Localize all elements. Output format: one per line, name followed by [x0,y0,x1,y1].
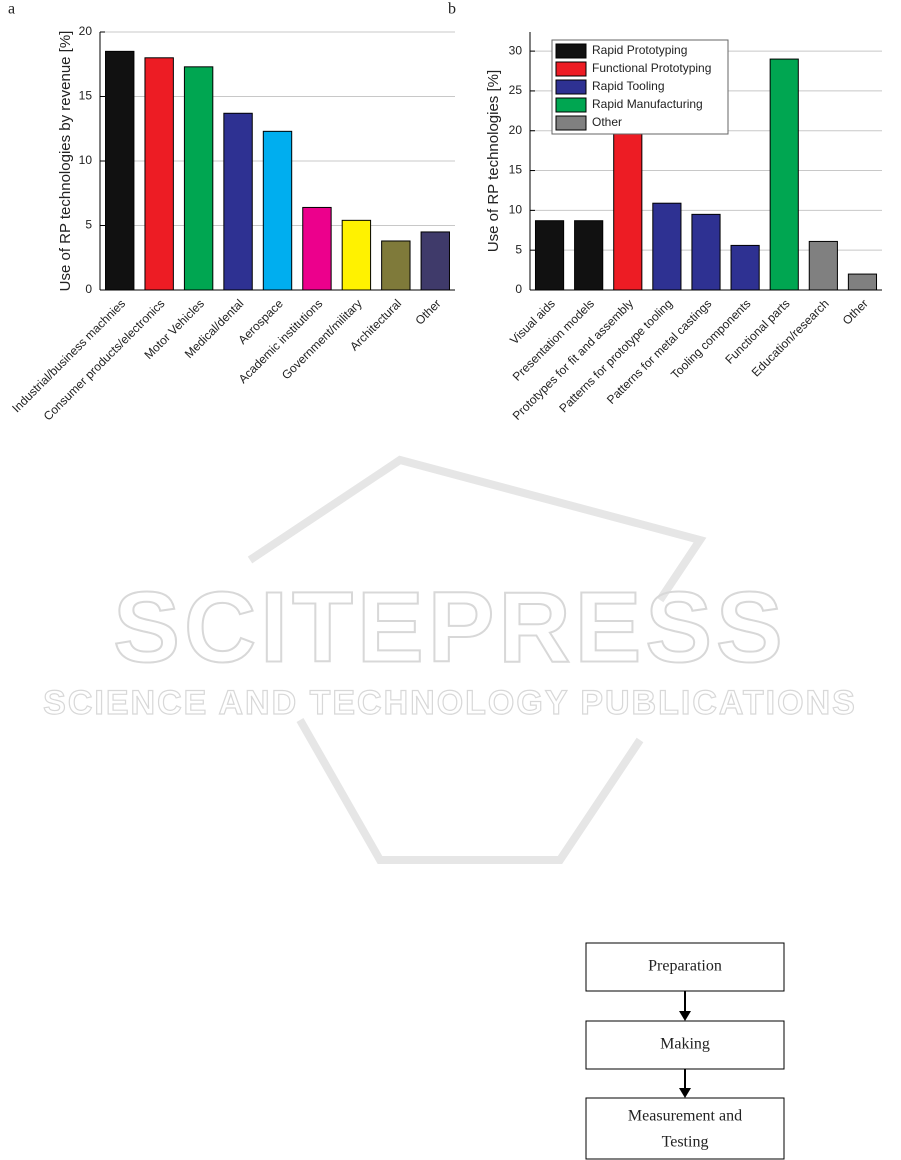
bar [144,57,174,291]
y-tick-label: 30 [509,43,523,57]
bar [534,220,565,291]
x-tick-label: Other [840,296,871,327]
watermark-subtitle: SCIENCE AND TECHNOLOGY PUBLICATIONS [43,684,857,722]
legend-label: Other [592,115,622,129]
y-tick-label: 10 [509,203,523,217]
bar [223,112,253,291]
watermark-shape [247,455,707,864]
y-tick-label: 0 [515,282,522,296]
panel-label: b [448,1,456,18]
y-tick-label: 15 [79,89,93,103]
flow-label: Measurement and [628,1108,742,1125]
bar [730,244,760,291]
flow-label: Making [660,1036,710,1053]
bar [613,133,643,291]
bar [262,130,293,291]
legend-label: Rapid Tooling [592,79,665,93]
flow-box [585,1020,785,1070]
flow-box [585,942,785,992]
watermark-title: SCITEPRESS [113,571,787,683]
y-tick-label: 5 [85,218,92,232]
y-tick-label: 0 [85,282,92,296]
bar [105,50,135,291]
legend-label: Functional Prototyping [592,61,711,75]
bar [341,219,372,291]
bar [652,202,682,291]
legend-swatch [555,43,587,59]
bar [769,58,799,291]
legend-label: Rapid Manufacturing [592,97,703,111]
flow-box [585,1097,785,1160]
legend-label: Rapid Prototyping [592,43,687,57]
bar [302,206,332,291]
y-tick-label: 20 [79,24,93,38]
bar [808,240,838,291]
flow-label: Preparation [648,958,722,975]
bar [381,240,411,291]
flow-arrowhead [679,1011,691,1021]
bar [847,273,878,291]
flow-arrowhead [679,1088,691,1098]
bar [691,213,721,291]
x-tick-label: Other [413,296,444,327]
y-tick-label: 5 [515,242,522,256]
y-axis-label: Use of RP technologies [%] [485,70,502,252]
y-tick-label: 25 [509,83,523,97]
legend-swatch [555,61,587,77]
y-tick-label: 10 [79,153,93,167]
bar [420,231,450,291]
y-tick-label: 20 [509,123,523,137]
flowchart: Preparation Making Measurement and Testi… [585,942,785,1160]
panel-label: a [8,1,15,18]
y-axis-label: Use of RP technologies by revenue [%] [57,31,74,292]
legend-swatch [555,79,587,95]
watermark: SCITEPRESS SCIENCE AND TECHNOLOGY PUBLIC… [43,455,857,864]
x-tick-label: Education/research [749,296,832,379]
bar [574,220,604,291]
bar [183,66,214,291]
y-tick-label: 15 [509,163,523,177]
flow-label: Testing [662,1134,709,1151]
legend-swatch [555,115,587,131]
legend-swatch [555,97,587,113]
